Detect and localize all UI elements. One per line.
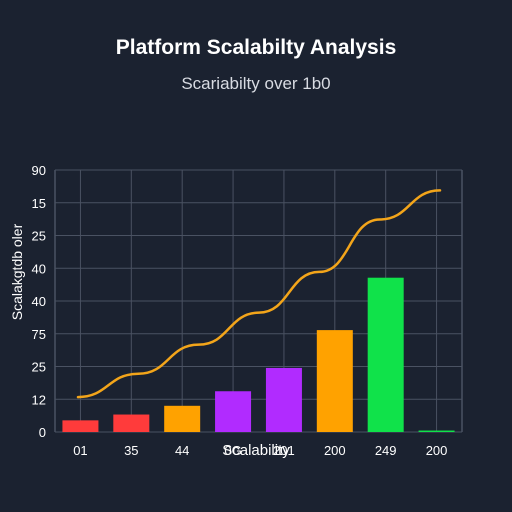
- bar: [164, 405, 201, 432]
- bar: [215, 391, 252, 432]
- y-tick-label: 0: [39, 425, 46, 440]
- x-tick-label: 01: [73, 443, 87, 458]
- y-tick-label: 25: [32, 229, 46, 244]
- x-tick-label: 249: [375, 443, 397, 458]
- y-tick-label: 75: [32, 327, 46, 342]
- x-tick-label: 35: [124, 443, 138, 458]
- y-tick-label: 40: [32, 294, 46, 309]
- chart-subtitle: Scariabilty over 1b0: [181, 74, 331, 93]
- trend-line: [76, 189, 442, 399]
- bar: [418, 430, 455, 432]
- y-tick-label: 90: [32, 163, 46, 178]
- y-tick-label: 25: [32, 360, 46, 375]
- bar: [62, 420, 99, 432]
- y-tick-label: 12: [32, 392, 46, 407]
- bar: [113, 414, 150, 432]
- y-tick-label: 40: [32, 261, 46, 276]
- y-tick-label: 15: [32, 196, 46, 211]
- bar: [367, 277, 404, 432]
- x-axis-label: Scalability: [222, 442, 290, 459]
- bar: [265, 367, 302, 432]
- y-axis-label: Scalakgtdb oler: [9, 223, 25, 321]
- chart-title: Platform Scalabilty Analysis: [115, 36, 397, 59]
- x-tick-label: 200: [426, 443, 448, 458]
- x-tick-label: 201: [273, 443, 295, 458]
- x-tick-label: 0G: [224, 443, 241, 458]
- tick-layer: 0 12 25 75 40 40 25 15 90 01 35 44 0G 201 200 249 200: [32, 163, 448, 458]
- bar: [316, 330, 353, 432]
- bar-layer: [62, 277, 455, 432]
- x-tick-label: 200: [324, 443, 346, 458]
- x-tick-label: 44: [175, 443, 189, 458]
- trend-line-layer: [76, 189, 442, 399]
